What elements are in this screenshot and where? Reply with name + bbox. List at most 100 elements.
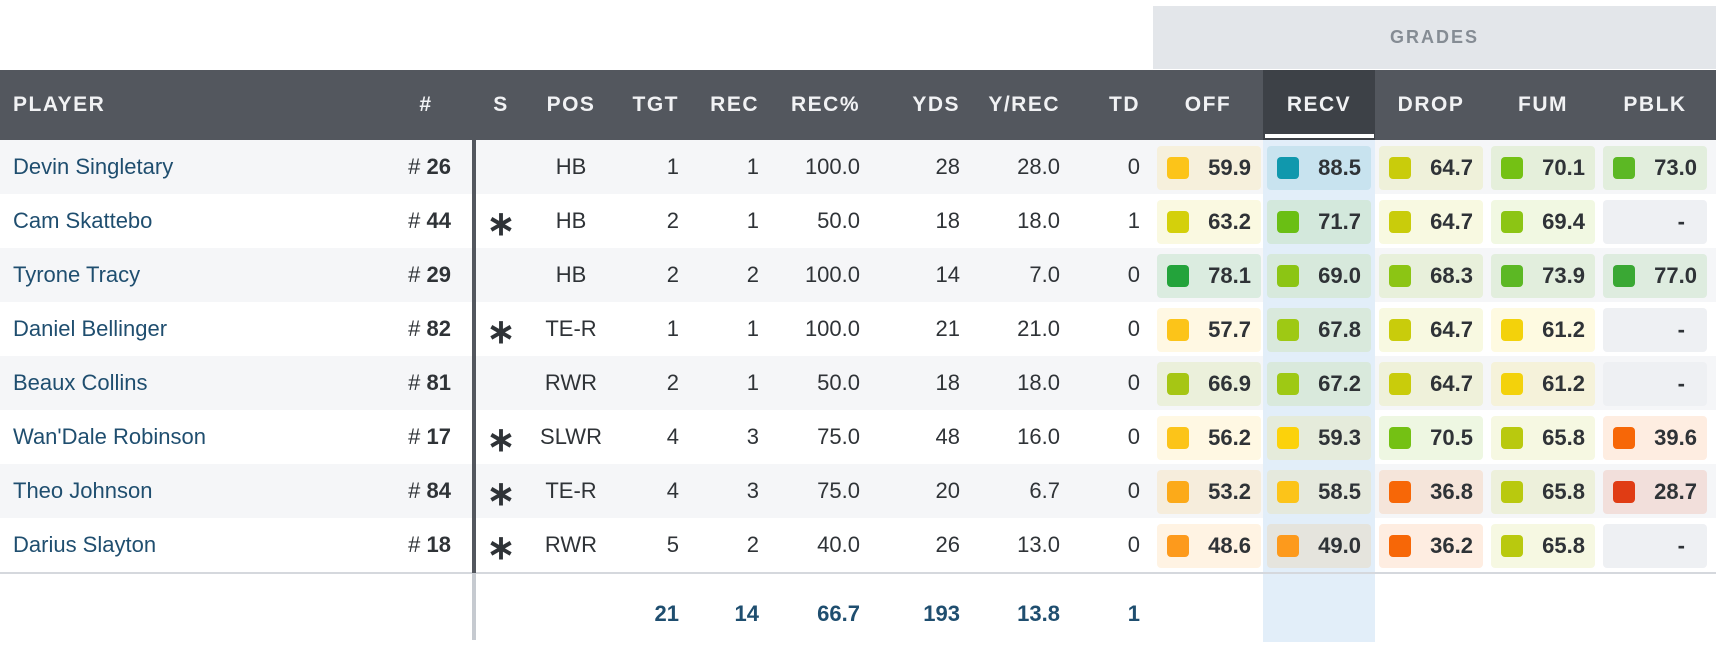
grade-off: 59.9	[1157, 146, 1261, 190]
grade-color-swatch	[1389, 427, 1411, 449]
yards-per-rec: 28.0	[1017, 154, 1060, 179]
position: TE-R	[545, 316, 597, 341]
grade-recv-value: 88.5	[1318, 155, 1361, 180]
jersey-number: # 44	[408, 194, 451, 248]
col-header-yards[interactable]: YDS	[912, 93, 960, 116]
receptions: 1	[746, 208, 759, 233]
grade-fum-value: 61.2	[1542, 317, 1585, 342]
touchdowns: 1	[1127, 208, 1140, 233]
grade-fum: 73.9	[1491, 254, 1595, 298]
recv-column-selected-bg	[1263, 70, 1375, 140]
col-header-fum[interactable]: FUM	[1518, 93, 1568, 116]
player-name-link[interactable]: Theo Johnson	[13, 478, 153, 503]
yards: 28	[935, 154, 960, 179]
recv-column-highlight	[1263, 574, 1375, 642]
grade-color-swatch	[1613, 157, 1635, 179]
grade-pblk-value: -	[1677, 371, 1685, 396]
col-header-receptions[interactable]: REC	[710, 93, 759, 116]
yards: 20	[935, 478, 960, 503]
total-yards-per-rec: 13.8	[1017, 601, 1060, 626]
col-header-off[interactable]: OFF	[1184, 93, 1232, 116]
player-name-link[interactable]: Wan'Dale Robinson	[13, 424, 206, 449]
col-header-recv[interactable]: RECV	[1286, 93, 1352, 116]
grade-recv-value: 69.0	[1318, 263, 1361, 288]
player-name-link[interactable]: Tyrone Tracy	[13, 262, 141, 287]
receptions: 1	[746, 154, 759, 179]
grade-drop: 36.8	[1379, 470, 1483, 514]
grade-color-swatch	[1501, 481, 1523, 503]
grade-color-swatch	[1501, 265, 1523, 287]
grade-color-swatch	[1277, 319, 1299, 341]
yards-per-rec: 16.0	[1017, 424, 1060, 449]
touchdowns: 0	[1127, 424, 1140, 449]
targets: 2	[666, 370, 679, 395]
player-name-link[interactable]: Beaux Collins	[13, 370, 148, 395]
total-yards: 193	[923, 601, 960, 626]
grade-drop-value: 64.7	[1430, 155, 1473, 180]
col-header-number[interactable]: #	[419, 93, 433, 116]
totals-row: 21 14 66.7 193 13.8 1	[0, 572, 1716, 642]
receptions: 3	[746, 424, 759, 449]
col-header-starter[interactable]: S	[493, 93, 509, 116]
total-rec-pct: 66.7	[817, 601, 860, 626]
grade-fum: 65.8	[1491, 470, 1595, 514]
column-divider-totals	[472, 573, 476, 640]
grade-color-swatch	[1277, 265, 1299, 287]
yards: 26	[935, 532, 960, 557]
grade-color-swatch	[1389, 373, 1411, 395]
grades-group-header: GRADES	[1153, 6, 1716, 69]
table-row[interactable]: Daniel Bellinger # 82 ∗ TE-R 1 1 100.0 21 21.0 0 5…	[0, 302, 1716, 356]
grade-pblk: -	[1603, 200, 1707, 244]
table-row[interactable]: Wan'Dale Robinson # 17 ∗ SLWR 4 3 75.0 48 16.0 0 5…	[0, 410, 1716, 464]
jersey-number: # 17	[408, 410, 451, 464]
col-header-drop[interactable]: DROP	[1397, 93, 1465, 116]
grade-color-swatch	[1389, 319, 1411, 341]
table-row[interactable]: Darius Slayton # 18 ∗ RWR 5 2 40.0 26 13.0 0 48.6 4…	[0, 518, 1716, 572]
col-header-targets[interactable]: TGT	[632, 93, 679, 116]
jersey-number-value: 26	[426, 154, 451, 179]
table-row[interactable]: Tyrone Tracy # 29 HB 2 2 100.0 14 7.0 0 78.1 69.0 6…	[0, 248, 1716, 302]
table-row[interactable]: Devin Singletary # 26 HB 1 1 100.0 28 28.0 0 59.9…	[0, 140, 1716, 194]
player-name-link[interactable]: Darius Slayton	[13, 532, 157, 557]
grade-drop: 36.2	[1379, 524, 1483, 568]
col-header-touchdowns[interactable]: TD	[1109, 93, 1140, 116]
touchdowns: 0	[1127, 478, 1140, 503]
col-header-player[interactable]: PLAYER	[13, 93, 106, 116]
grade-drop: 70.5	[1379, 416, 1483, 460]
rec-pct: 75.0	[817, 424, 860, 449]
col-header-yards-per-rec[interactable]: Y/REC	[988, 93, 1060, 116]
jersey-number-value: 29	[426, 262, 451, 287]
jersey-number-prefix: #	[408, 316, 421, 341]
receptions: 2	[746, 262, 759, 287]
grade-off-value: 66.9	[1208, 371, 1251, 396]
total-receptions: 14	[734, 601, 759, 626]
grade-fum-value: 70.1	[1542, 155, 1585, 180]
grade-color-swatch	[1613, 427, 1635, 449]
grade-off-value: 78.1	[1208, 263, 1251, 288]
jersey-number-prefix: #	[408, 424, 421, 449]
table-row[interactable]: Cam Skattebo # 44 ∗ HB 2 1 50.0 18 18.0 1 63.2 71.7…	[0, 194, 1716, 248]
grade-pblk-value: 73.0	[1654, 155, 1697, 180]
grade-off: 63.2	[1157, 200, 1261, 244]
grade-recv: 49.0	[1267, 524, 1371, 568]
col-header-rec-pct[interactable]: REC%	[790, 93, 860, 116]
grade-fum: 69.4	[1491, 200, 1595, 244]
col-header-pblk[interactable]: PBLK	[1623, 93, 1687, 116]
grade-drop: 64.7	[1379, 362, 1483, 406]
table-row[interactable]: Theo Johnson # 84 ∗ TE-R 4 3 75.0 20 6.7 0 53.2 58.…	[0, 464, 1716, 518]
grade-color-swatch	[1501, 535, 1523, 557]
grade-color-swatch	[1277, 427, 1299, 449]
grade-drop-value: 64.7	[1430, 317, 1473, 342]
grade-color-swatch	[1167, 157, 1189, 179]
player-name-link[interactable]: Cam Skattebo	[13, 208, 153, 233]
grade-color-swatch	[1167, 373, 1189, 395]
table-row[interactable]: Beaux Collins # 81 RWR 2 1 50.0 18 18.0 0 66.9 67.…	[0, 356, 1716, 410]
grade-recv: 67.2	[1267, 362, 1371, 406]
col-header-position[interactable]: POS	[546, 93, 596, 116]
table-header: PLAYER # S POS TGT REC REC% YDS Y/REC TD…	[0, 70, 1716, 140]
player-name-link[interactable]: Devin Singletary	[13, 154, 174, 179]
rec-pct: 40.0	[817, 532, 860, 557]
grade-drop-value: 68.3	[1430, 263, 1473, 288]
player-name-link[interactable]: Daniel Bellinger	[13, 316, 168, 341]
grade-color-swatch	[1277, 535, 1299, 557]
